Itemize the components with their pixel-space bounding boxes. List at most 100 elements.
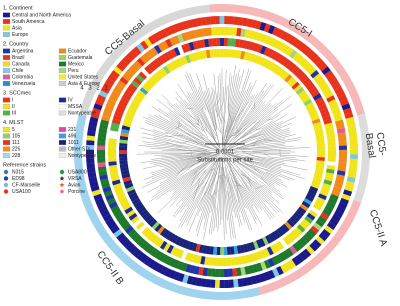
ring-segment [200, 278, 207, 287]
branch [196, 204, 199, 209]
branch [240, 173, 258, 185]
ring-segment [349, 163, 358, 169]
branch [165, 155, 207, 163]
ring-segment [240, 50, 246, 60]
ring-segment [108, 134, 118, 140]
ring-segment [122, 73, 132, 82]
branch [149, 154, 203, 164]
ring-segment [260, 33, 267, 43]
branch [263, 163, 282, 169]
branch [272, 171, 295, 181]
branch [242, 152, 257, 157]
ring-segment [198, 50, 204, 60]
ring-segment [333, 86, 344, 94]
legend-dot [59, 169, 65, 175]
branch [200, 195, 207, 212]
ring-segment [244, 29, 251, 39]
ring-segment [127, 66, 137, 76]
ring-segment [140, 40, 149, 50]
legend-label: Canada [12, 61, 30, 67]
ring-segment [88, 121, 98, 128]
branch [242, 150, 264, 154]
ring-segment [117, 80, 127, 89]
ring-segment [196, 40, 202, 49]
legend-swatch [2, 25, 11, 31]
branch [148, 174, 190, 203]
ring-segment [89, 116, 99, 124]
branch [235, 177, 263, 226]
branch [180, 100, 187, 109]
ring-segment [157, 42, 166, 52]
ring-segment [285, 60, 294, 70]
ring-segment [259, 261, 267, 271]
ring-segment [273, 229, 282, 239]
ring-segment [135, 203, 145, 212]
branch [205, 125, 207, 131]
tree [136, 65, 310, 240]
ring-segment [313, 173, 323, 179]
branch [226, 195, 232, 240]
branch [180, 186, 191, 199]
legend-label: ED98 [12, 176, 25, 182]
branch [228, 92, 230, 117]
ring-segment [164, 267, 172, 278]
ring-segment [132, 248, 142, 258]
ring-segment [304, 80, 314, 89]
branch [232, 94, 256, 133]
ring-segment [120, 170, 130, 176]
ring-segment [317, 215, 327, 224]
ring-segment [133, 60, 143, 70]
branch [217, 75, 220, 101]
branch [270, 128, 282, 134]
ring-segment [232, 268, 238, 277]
branch [233, 85, 252, 125]
legend-label: Asia & Europe [68, 81, 100, 87]
ring-segment [318, 103, 327, 111]
branch [150, 155, 188, 160]
ring-segment [204, 38, 210, 48]
ring-segment [246, 276, 253, 286]
ring-segment [185, 240, 192, 250]
ring-segment [326, 134, 336, 140]
branch [231, 168, 244, 205]
ring-segment [96, 94, 107, 102]
branch [157, 172, 189, 192]
ring-segment [122, 55, 132, 65]
ring-segment [226, 49, 232, 58]
branch [238, 173, 274, 219]
branch [167, 147, 207, 153]
ring-segment [119, 163, 129, 169]
ring-segment [249, 53, 256, 63]
ring-segment [133, 200, 143, 209]
ring-segment [215, 27, 221, 36]
branch [246, 138, 286, 147]
branch [241, 121, 272, 139]
branch [181, 184, 196, 202]
branch [244, 82, 252, 98]
branch [176, 160, 204, 174]
branch [151, 159, 204, 180]
ring-segment [331, 214, 341, 223]
clade-band [353, 113, 370, 203]
ring-segment [252, 252, 260, 262]
ring-segment [308, 189, 317, 196]
ring-segment [241, 277, 248, 287]
ring-segment [284, 33, 293, 43]
ring-segment [125, 52, 135, 62]
ring-segment [117, 193, 126, 201]
ring-segment [102, 213, 113, 223]
ring-segment [97, 149, 106, 155]
branch [235, 188, 253, 230]
ring-segment [214, 279, 220, 288]
ring-segment [271, 38, 279, 48]
ring-segment [306, 192, 316, 199]
branch [223, 120, 233, 146]
ring-segment [289, 216, 298, 225]
ring-segment [345, 180, 355, 188]
ring-segment [150, 60, 159, 70]
ring-segment [312, 222, 322, 231]
branch [234, 151, 247, 153]
ring-segment [252, 31, 259, 41]
legend-swatch [2, 103, 11, 109]
branch [224, 146, 248, 152]
